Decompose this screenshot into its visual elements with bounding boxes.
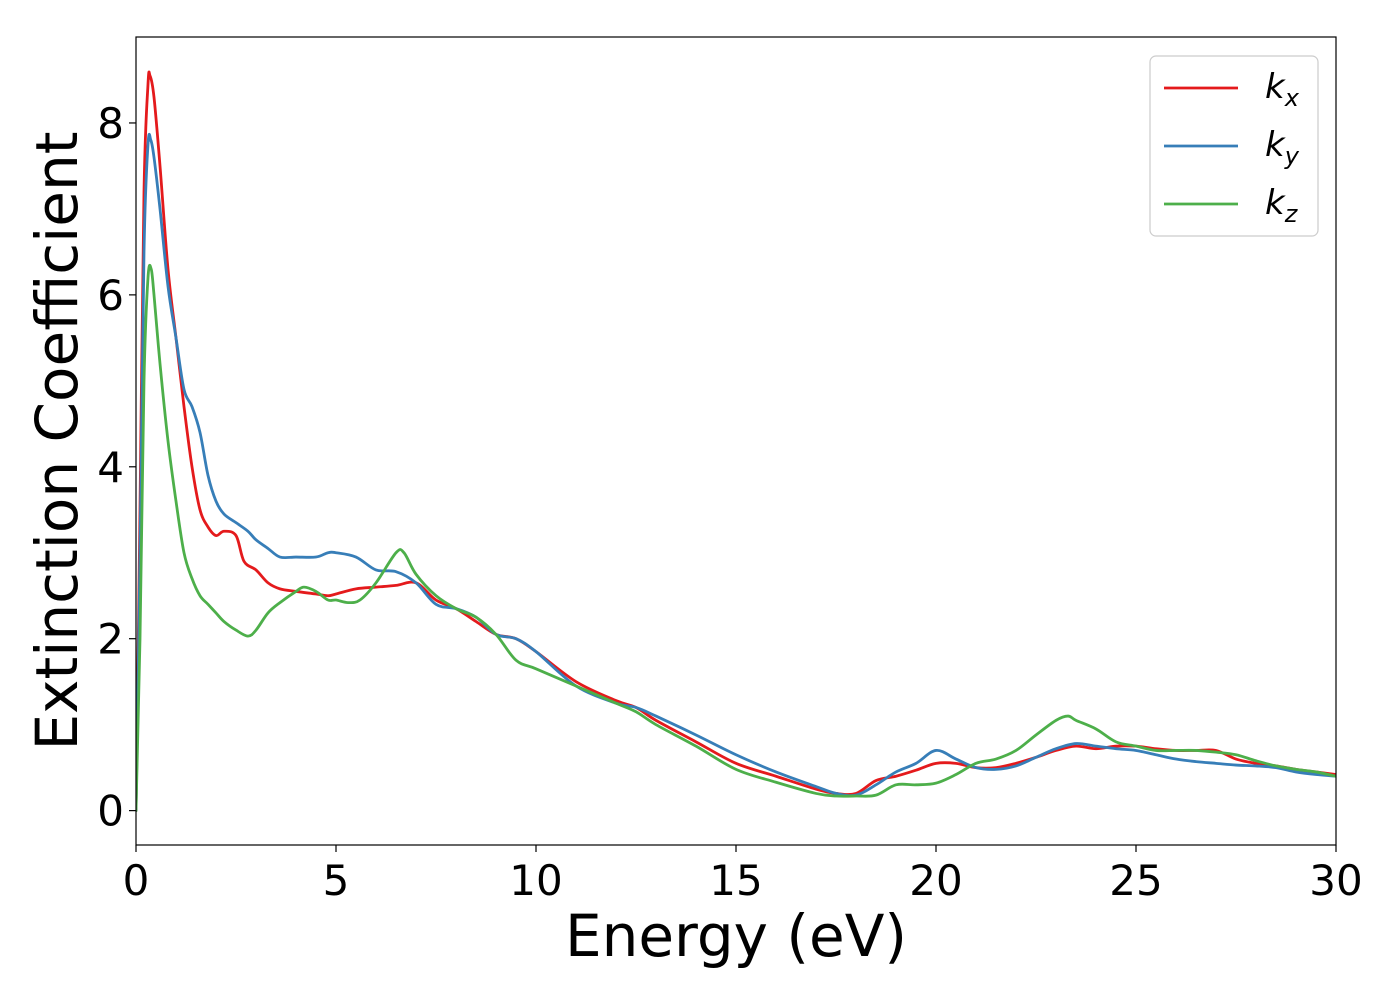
series-line-z [136,263,1336,813]
legend-label-x: kx [1265,67,1300,112]
y-tick-label: 4 [97,443,124,492]
x-axis-label: Energy (eV) [565,902,907,970]
y-tick-label: 0 [97,787,124,836]
y-tick-label: 6 [97,271,124,320]
x-tick-label: 25 [1109,856,1162,905]
series-layer [136,70,1336,813]
y-axis-label: Extinction Coefficient [23,132,91,751]
x-tick-label: 5 [323,856,350,905]
x-tick-label: 15 [709,856,762,905]
series-lines [136,70,1336,813]
series-line-y [136,132,1336,813]
y-tick-label: 8 [97,99,124,148]
legend: kx ky kz [1149,55,1319,237]
x-tick-label: 20 [909,856,962,905]
x-tick-label: 0 [123,856,150,905]
x-tick-label: 30 [1309,856,1362,905]
legend-label-y: ky [1265,125,1300,170]
legend-label-z: kz [1265,183,1299,228]
ticks-layer: 0 5 10 15 20 25 30 0 2 4 6 8 [97,99,1362,905]
y-tick-label: 2 [97,615,124,664]
x-tick-label: 10 [509,856,562,905]
